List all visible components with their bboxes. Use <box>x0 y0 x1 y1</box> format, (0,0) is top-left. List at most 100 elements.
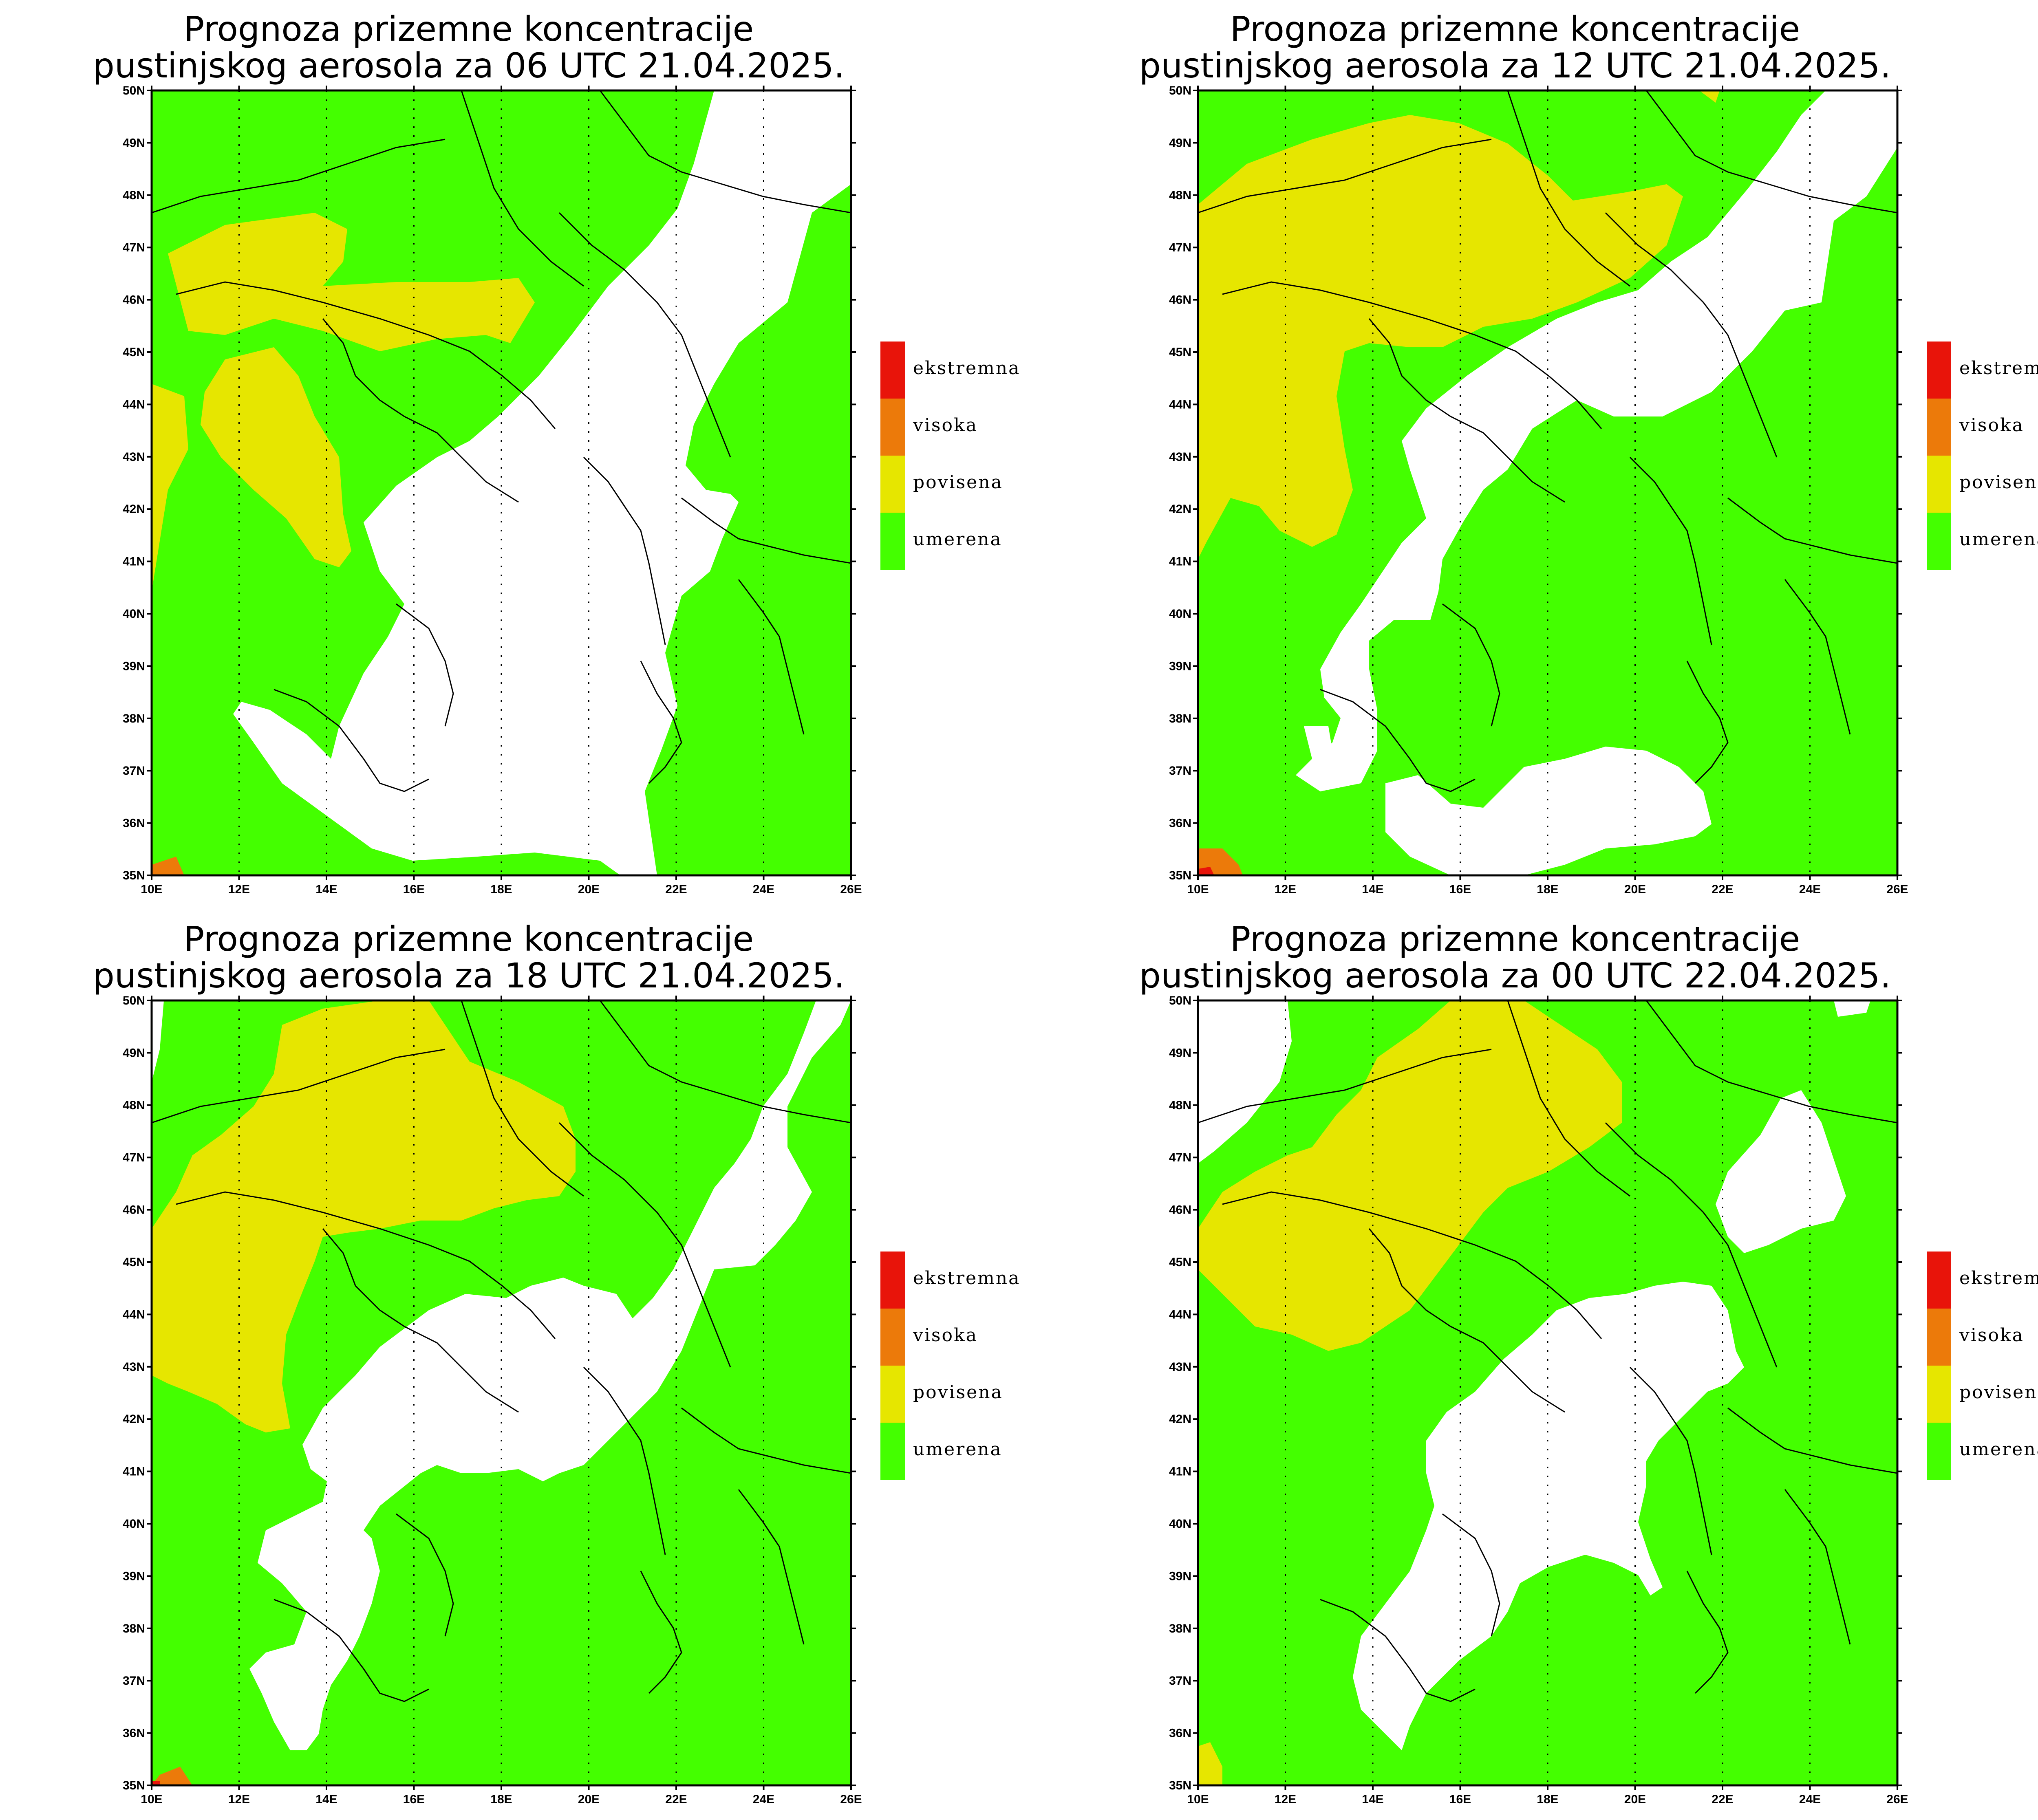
lon-tick-label: 26E <box>1886 883 1908 896</box>
panel-title-line2: pustinjskog aerosola za 00 UTC 22.04.202… <box>1139 956 1891 996</box>
lat-tick-label: 39N <box>1169 659 1191 673</box>
border-line <box>583 456 666 645</box>
lat-tick-label: 38N <box>123 712 145 725</box>
lon-tick-label: 14E <box>315 883 337 896</box>
lat-tick-label: 35N <box>123 869 145 882</box>
border-line <box>1368 318 1565 503</box>
lon-tick-label: 22E <box>1712 1793 1733 1806</box>
lat-tick-label: 39N <box>123 1569 145 1583</box>
lon-tick-label: 22E <box>665 1793 687 1806</box>
legend-swatch <box>880 1309 905 1366</box>
forecast-map: 50N 49N 48N 47N 46N 45N 44N 43N 42N 41N 40N 39N 38N 3… <box>1169 994 1908 1806</box>
panel-title-line1: Prognoza prizemne koncentracije <box>183 919 754 959</box>
panel-title-line2: pustinjskog aerosola za 18 UTC 21.04.202… <box>93 956 845 996</box>
lat-tick-label: 47N <box>123 1151 145 1164</box>
region-povisena <box>152 1000 576 1432</box>
legend-label: umerena <box>913 1439 1002 1460</box>
legend-swatch <box>1927 399 1951 456</box>
legend-swatch <box>1927 1423 1951 1480</box>
legend-swatch <box>1927 1309 1951 1366</box>
lat-tick-label: 38N <box>123 1622 145 1635</box>
lon-tick-label: 16E <box>1449 1793 1471 1806</box>
border-line <box>152 1049 446 1124</box>
lat-tick-label: 39N <box>123 659 145 673</box>
border-line <box>1645 1000 1897 1124</box>
border-line <box>558 1122 731 1368</box>
lat-tick-label: 50N <box>123 994 145 1007</box>
border-line <box>558 212 731 458</box>
lon-tick-label: 18E <box>490 1793 512 1806</box>
legend-label: povisena <box>913 472 1003 493</box>
lon-tick-label: 26E <box>1886 1793 1908 1806</box>
border-line <box>1222 1191 1602 1339</box>
border-line <box>583 1366 666 1555</box>
lat-tick-label: 43N <box>1169 450 1191 464</box>
forecast-map: 50N 49N 48N 47N 46N 45N 44N 43N 42N 41N 40N 39N 38N 3… <box>123 84 862 896</box>
forecast-panel: Prognoza prizemne koncentracije pustinjsk… <box>1046 0 2038 910</box>
lat-tick-label: 50N <box>123 84 145 97</box>
legend-label: umerena <box>1959 1439 2038 1460</box>
lat-tick-label: 49N <box>123 136 145 150</box>
legend: ekstremna visoka povisena umerena <box>880 1252 1043 1480</box>
forecast-panel: Prognoza prizemne koncentracije pustinjsk… <box>0 910 1046 1820</box>
border-line <box>1686 1571 1729 1694</box>
lat-tick-label: 36N <box>123 1727 145 1740</box>
panel-title-line2: pustinjskog aerosola za 06 UTC 21.04.202… <box>93 46 845 86</box>
lat-tick-label: 37N <box>1169 764 1191 778</box>
border-line <box>1507 1000 1630 1197</box>
legend-label: ekstremna <box>913 358 1021 379</box>
region-povisena <box>1198 115 1683 559</box>
lat-tick-label: 40N <box>1169 607 1191 621</box>
legend: ekstremna visoka povisena umerena <box>1927 342 2038 570</box>
legend-swatch <box>880 1252 905 1309</box>
lon-tick-label: 22E <box>665 883 687 896</box>
lon-tick-label: 24E <box>753 883 774 896</box>
lon-tick-label: 14E <box>1362 883 1383 896</box>
legend-label: povisena <box>1959 1382 2038 1403</box>
border-line <box>1727 497 1897 564</box>
lat-tick-label: 40N <box>1169 1517 1191 1531</box>
lon-tick-label: 24E <box>1799 883 1821 896</box>
lon-tick-label: 20E <box>578 1793 600 1806</box>
border-line <box>152 139 446 214</box>
border-line <box>1222 281 1602 429</box>
border-line <box>1629 456 1712 645</box>
forecast-map: 50N 49N 48N 47N 46N 45N 44N 43N 42N 41N 40N 39N 38N 3… <box>1169 84 1908 896</box>
border-line <box>599 90 851 214</box>
border-line <box>1198 139 1492 214</box>
lat-tick-label: 49N <box>1169 1046 1191 1060</box>
lat-tick-label: 38N <box>1169 712 1191 725</box>
legend-label: visoka <box>913 1325 978 1346</box>
lon-tick-label: 10E <box>1187 883 1209 896</box>
lon-tick-label: 16E <box>403 1793 425 1806</box>
lat-tick-label: 43N <box>1169 1360 1191 1374</box>
region-povisena <box>152 384 188 592</box>
lon-tick-label: 18E <box>1537 1793 1558 1806</box>
lat-tick-label: 46N <box>1169 1203 1191 1217</box>
lon-tick-label: 10E <box>1187 1793 1209 1806</box>
border-line <box>322 1228 519 1413</box>
region-no-dust <box>249 1000 851 1750</box>
legend-swatch <box>880 399 905 456</box>
lat-tick-label: 40N <box>123 1517 145 1531</box>
lat-tick-label: 45N <box>123 346 145 359</box>
lat-tick-label: 47N <box>1169 1151 1191 1164</box>
border-line <box>1605 1122 1778 1368</box>
border-line <box>1442 1513 1500 1637</box>
lon-tick-label: 20E <box>578 883 600 896</box>
forecast-map: 50N 49N 48N 47N 46N 45N 44N 43N 42N 41N 40N 39N 38N 3… <box>123 994 862 1806</box>
lat-tick-label: 43N <box>123 1360 145 1374</box>
legend-swatch <box>880 1366 905 1423</box>
lat-tick-label: 44N <box>123 398 145 411</box>
lat-tick-label: 42N <box>1169 1412 1191 1426</box>
legend: ekstremna visoka povisena umerena <box>880 342 1043 570</box>
border-line <box>176 1191 556 1339</box>
legend-label: povisena <box>1959 472 2038 493</box>
lat-tick-label: 41N <box>1169 1465 1191 1478</box>
region-ekstremna <box>1198 867 1214 875</box>
legend-swatch <box>1927 1252 1951 1309</box>
lat-tick-label: 41N <box>123 555 145 568</box>
legend-label: visoka <box>1959 415 2024 436</box>
region-povisena <box>1198 1000 1622 1351</box>
border-line <box>738 579 805 735</box>
